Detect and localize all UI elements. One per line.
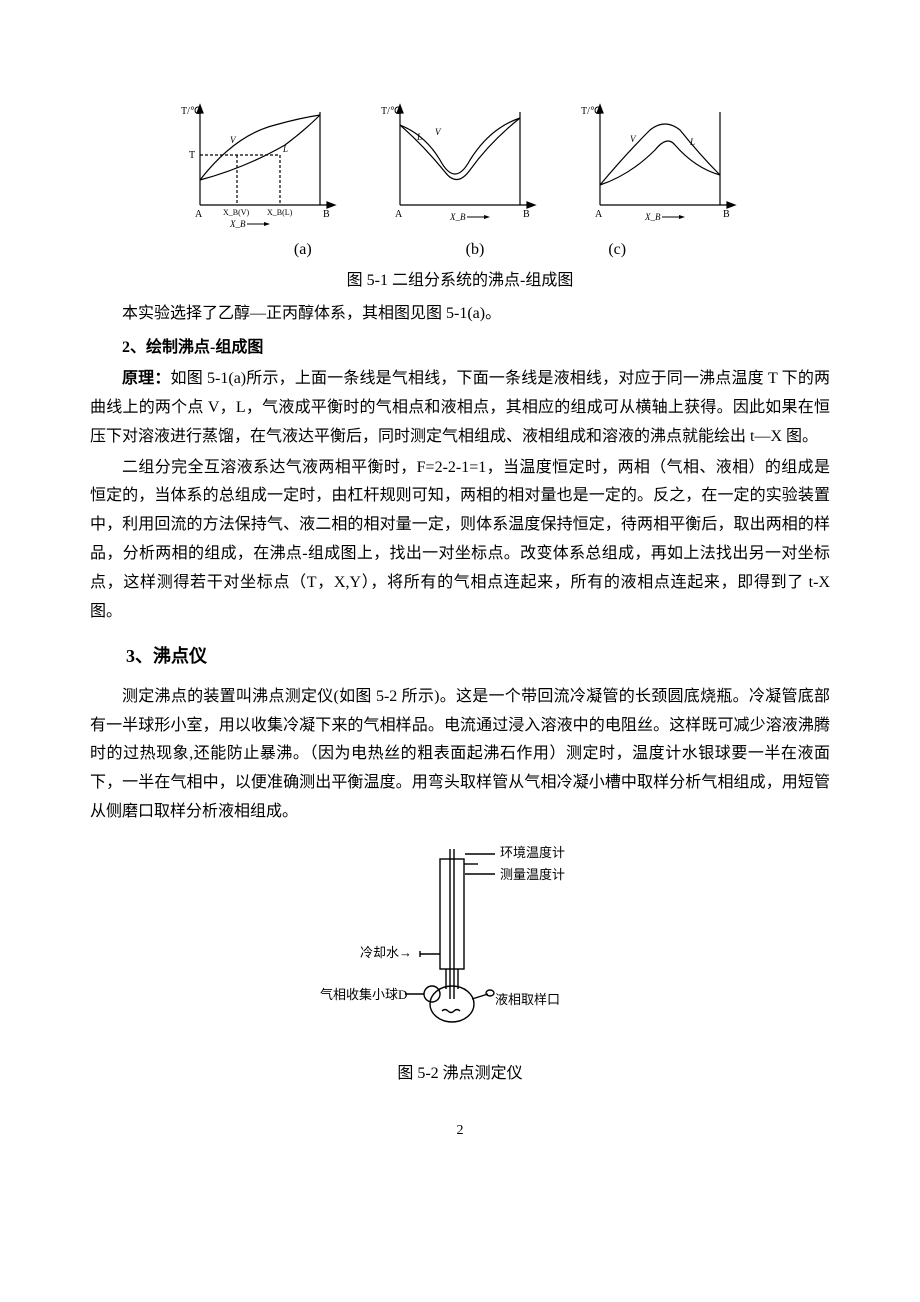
- label-gas-collect: 气相收集小球D: [320, 987, 407, 1002]
- label-cooling-water: 冷却水→: [360, 945, 412, 960]
- phase-diagram-b: T/℃ L V A B X_B: [375, 100, 545, 230]
- xv-label: X_B(V): [223, 208, 250, 217]
- c-left: A: [595, 209, 603, 220]
- x-axis-label-c: X_B: [644, 212, 661, 222]
- phase-diagram-c: T/℃ V L A B X_B: [575, 100, 745, 230]
- paragraph-2-body: 如图 5-1(a)所示，上面一条线是气相线，下面一条线是液相线，对应于同一沸点温…: [90, 370, 830, 445]
- sublabel-c: (c): [608, 236, 626, 265]
- paragraph-4: 测定沸点的装置叫沸点测定仪(如图 5-2 所示)。这是一个带回流冷凝管的长颈圆底…: [90, 683, 830, 827]
- c-v-label: V: [630, 134, 637, 144]
- paragraph-2: 原理：如图 5-1(a)所示，上面一条线是气相线，下面一条线是液相线，对应于同一…: [90, 365, 830, 451]
- sublabel-a: (a): [294, 236, 312, 265]
- b-v-label: V: [435, 127, 442, 137]
- b-left: A: [395, 209, 403, 220]
- paragraph-3: 二组分完全互溶液系达气液两相平衡时，F=2-2-1=1，当温度恒定时，两相（气相…: [90, 454, 830, 627]
- b-l-label: L: [416, 132, 422, 142]
- diagram-sublabels: (a) (b) (c): [90, 236, 830, 265]
- a-left: A: [195, 209, 203, 220]
- t-label: T: [189, 150, 195, 161]
- phase-diagram-a: T/℃ T V L A B X_B(V) X_B(L) X_B: [175, 100, 345, 230]
- a-right: B: [323, 209, 330, 220]
- c-right: B: [723, 209, 730, 220]
- phase-diagram-row: T/℃ T V L A B X_B(V) X_B(L) X_B T/℃ L V …: [90, 100, 830, 230]
- x-axis-label-a: X_B: [229, 219, 246, 229]
- heading-3: 3、沸点仪: [90, 640, 830, 672]
- x-axis-label-b: X_B: [449, 212, 466, 222]
- b-right: B: [523, 209, 530, 220]
- sublabel-b: (b): [466, 236, 485, 265]
- apparatus-figure: 环境温度计 测量温度计 冷却水→ 气相收集小球D 液相取样口: [90, 839, 830, 1050]
- page-number: 2: [90, 1118, 830, 1143]
- xl-label: X_B(L): [267, 208, 293, 217]
- figure-5-2-caption: 图 5-2 沸点测定仪: [90, 1060, 830, 1089]
- label-meas-thermometer: 测量温度计: [500, 867, 565, 882]
- label-env-thermometer: 环境温度计: [500, 845, 565, 860]
- l-label: L: [282, 144, 288, 154]
- y-axis-label-b: T/℃: [381, 106, 401, 117]
- c-l-label: L: [689, 137, 695, 147]
- figure-5-1-caption: 图 5-1 二组分系统的沸点-组成图: [90, 267, 830, 296]
- heading-2: 2、绘制沸点-组成图: [90, 334, 830, 363]
- label-liquid-port: 液相取样口: [495, 992, 560, 1007]
- principle-label: 原理：: [122, 370, 171, 387]
- apparatus-svg: 环境温度计 测量温度计 冷却水→ 气相收集小球D 液相取样口: [320, 839, 600, 1039]
- y-axis-label-c: T/℃: [581, 106, 601, 117]
- paragraph-1: 本实验选择了乙醇—正丙醇体系，其相图见图 5-1(a)。: [90, 300, 830, 329]
- y-axis-label: T/℃: [181, 106, 201, 117]
